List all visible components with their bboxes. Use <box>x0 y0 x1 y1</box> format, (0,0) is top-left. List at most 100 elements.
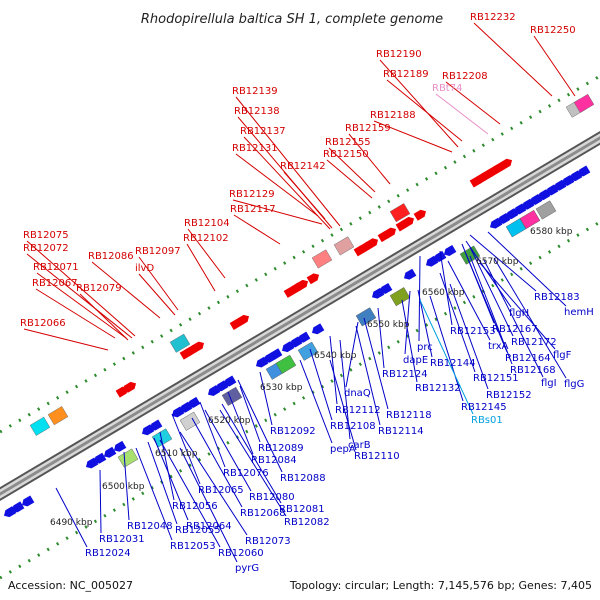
kbp-scale-labels: 6490 kbp 6500 kbp 6510 kbp 6520 kbp 6530 kbp… <box>50 227 573 528</box>
gene-connector-line <box>309 348 333 421</box>
gene-arrow-reverse <box>187 396 201 408</box>
gene-connector-line <box>191 417 243 508</box>
gene-label: flgI <box>541 378 557 389</box>
gene-connector-line <box>345 321 359 388</box>
gene-connector-line <box>26 240 136 337</box>
gene-connector-line <box>493 257 567 379</box>
gene-connector-line <box>159 439 221 548</box>
kbp-tick-label: 6520 kbp <box>208 416 251 426</box>
kbp-tick-label: 6550 kbp <box>367 320 410 330</box>
gene-connector-line <box>487 231 567 307</box>
gene-connector-line <box>483 259 544 378</box>
gene-arrow-forward <box>295 279 309 291</box>
gene-label: hemH <box>564 307 594 318</box>
kbp-tick-label: 6580 kbp <box>530 227 573 237</box>
gene-connector-line <box>235 153 319 217</box>
gene-connector-line <box>329 335 338 405</box>
gene-connector-line <box>299 359 333 444</box>
kbp-tick-label: 6490 kbp <box>50 518 93 528</box>
gene-label: RB12066 <box>20 318 66 329</box>
gene-label: RB12151 <box>473 373 519 384</box>
gene-label: RB12060 <box>218 548 264 559</box>
gene-connector-line <box>237 379 283 473</box>
gene-label: RB12088 <box>280 473 326 484</box>
gene-arrow-reverse <box>93 452 107 464</box>
gene-label: RB12076 <box>223 468 269 479</box>
gene-label: RB12092 <box>270 426 316 437</box>
gene-connector-line <box>449 283 489 390</box>
gene-label: RBt74 <box>432 83 462 94</box>
gene-label: RB12144 <box>430 358 476 369</box>
gene-label: RB12150 <box>323 149 369 160</box>
gene-label: RB12073 <box>245 536 291 547</box>
gene-label: trxA <box>488 341 509 352</box>
gene-connector-line <box>199 401 226 468</box>
gene-block-reverse <box>275 354 297 374</box>
gene-block-reverse <box>535 200 557 220</box>
gene-label: RB12082 <box>284 517 330 528</box>
gene-label: RB12055 <box>175 525 221 536</box>
gene-label: RB12068 <box>240 508 286 519</box>
gene-connector-line <box>159 431 175 501</box>
gene-connector-line <box>355 325 381 426</box>
gene-connector-line <box>447 260 491 341</box>
gene-connector-line <box>179 447 238 563</box>
gene-label: RB12071 <box>33 262 79 273</box>
gene-arrow-reverse <box>269 348 283 360</box>
gene-connector-line <box>91 261 161 319</box>
gene-arrow-forward <box>191 341 205 353</box>
gene-arrow-reverse <box>113 440 127 452</box>
gene-connector-line <box>135 447 173 541</box>
gene-label: RB12110 <box>354 451 400 462</box>
gene-label: RB12164 <box>505 353 551 364</box>
genome-backbone <box>0 130 600 502</box>
gene-connector-line <box>259 371 273 426</box>
gene-connector-line <box>401 299 418 383</box>
gene-label: RB12129 <box>229 189 275 200</box>
gene-label: RB12065 <box>198 485 244 496</box>
gene-connector-line <box>439 250 453 326</box>
gene-block-forward <box>573 93 595 113</box>
gene-connector-line <box>429 295 464 402</box>
connector-lines <box>23 22 576 563</box>
gene-block-reverse <box>179 411 201 431</box>
kbp-tick-label: 6530 kbp <box>260 383 303 393</box>
gene-label: RB12067 <box>32 278 78 289</box>
gene-block-forward <box>389 203 411 223</box>
gene-arrow-forward <box>115 386 129 398</box>
gene-label: RB12053 <box>170 541 216 552</box>
gene-label: RB12188 <box>370 110 416 121</box>
gene-block-reverse <box>355 307 377 327</box>
gene-connector-line <box>171 413 201 485</box>
gene-connector-line <box>138 256 179 311</box>
gene-block-forward <box>169 333 191 353</box>
gene-connector-line <box>465 240 512 308</box>
gene-label: RB12102 <box>183 233 229 244</box>
gene-label: RB12131 <box>232 143 278 154</box>
gene-label: RB12084 <box>251 455 297 466</box>
gene-connector-line <box>219 409 287 517</box>
gene-connector-line <box>23 328 109 351</box>
gene-connector-line <box>533 35 576 97</box>
gene-connector-line <box>204 409 252 492</box>
gene-block-forward <box>333 236 355 256</box>
gene-label: ilvD <box>135 263 154 274</box>
gene-block-reverse <box>505 218 527 238</box>
gene-connector-line <box>326 159 373 199</box>
gene-connector-line <box>348 133 391 185</box>
gene-connector-line <box>232 199 323 225</box>
gene-arrow-forward <box>365 238 379 250</box>
gene-label: RB12139 <box>232 86 278 97</box>
gene-label: flgF <box>553 350 572 361</box>
gene-connector-line <box>419 299 474 415</box>
gene-label: flgG <box>564 379 584 390</box>
gene-label: RB12232 <box>470 12 516 23</box>
gene-connector-line <box>283 171 326 220</box>
gene-label: RB12048 <box>127 521 173 532</box>
gene-arrow-reverse <box>103 446 117 458</box>
gene-labels: RB12232 RB12250 RB12190 RB12189 RB12208RBt74… <box>20 12 594 574</box>
gene-arrow-reverse <box>311 323 325 335</box>
gene-label: RB12137 <box>240 126 286 137</box>
gene-connector-line <box>55 487 88 548</box>
gene-arrow-reverse <box>577 165 591 177</box>
